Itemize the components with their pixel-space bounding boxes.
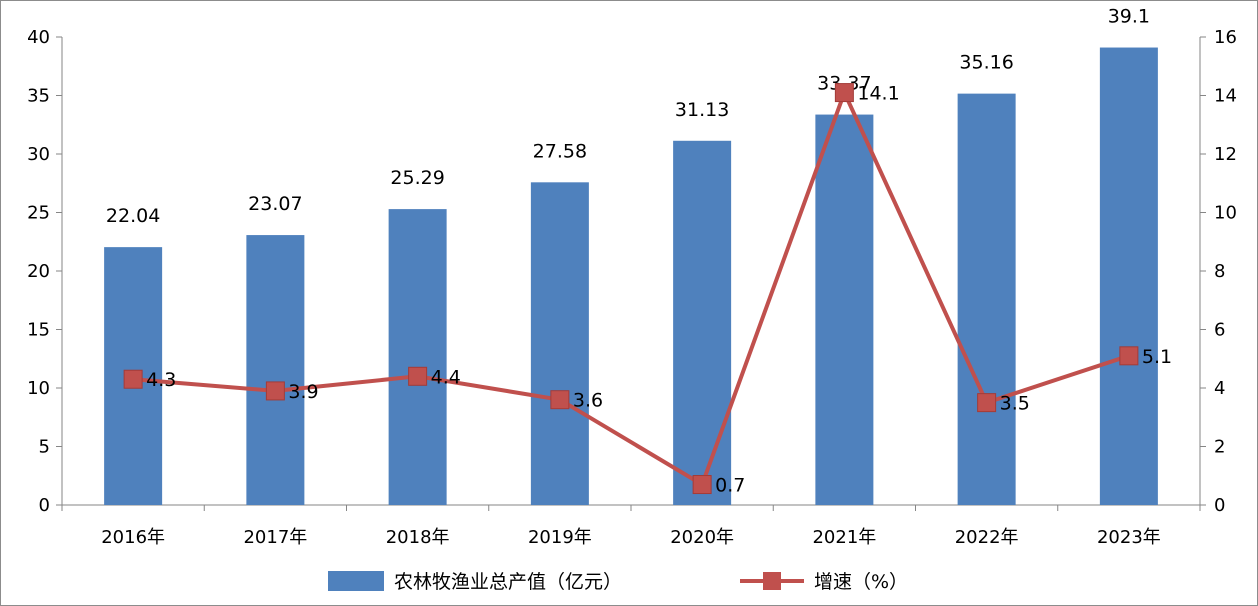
y-left-tick-label: 30 bbox=[27, 144, 50, 165]
y-right-tick-label: 16 bbox=[1214, 27, 1237, 48]
y-right-tick-label: 6 bbox=[1214, 320, 1225, 341]
line-point-marker bbox=[834, 83, 854, 103]
bar bbox=[246, 235, 305, 505]
legend-line-marker bbox=[763, 572, 781, 590]
y-left-tick-label: 0 bbox=[39, 495, 50, 516]
line-value-label: 3.5 bbox=[1000, 393, 1030, 415]
line-point-marker bbox=[408, 366, 428, 386]
y-right-tick-label: 8 bbox=[1214, 261, 1225, 282]
x-tick-label: 2022年 bbox=[955, 527, 1019, 548]
x-tick-label: 2020年 bbox=[670, 527, 734, 548]
bar-value-label: 25.29 bbox=[390, 167, 444, 189]
legend-bar-swatch bbox=[328, 571, 384, 591]
y-left-tick-label: 25 bbox=[27, 203, 50, 224]
legend-line-label: 增速（%） bbox=[814, 571, 908, 593]
line-point-marker bbox=[692, 475, 712, 495]
y-right-tick-label: 12 bbox=[1214, 144, 1237, 165]
y-left-tick-label: 20 bbox=[27, 261, 50, 282]
bar bbox=[815, 114, 874, 506]
y-right-tick-label: 14 bbox=[1214, 86, 1237, 107]
x-tick-label: 2021年 bbox=[812, 527, 876, 548]
bar-value-label: 39.1 bbox=[1108, 6, 1150, 28]
bar bbox=[1099, 47, 1158, 505]
line-point-marker bbox=[123, 369, 143, 389]
line-point-marker bbox=[550, 390, 570, 410]
y-right-tick-label: 0 bbox=[1214, 495, 1225, 516]
line-point-marker bbox=[1119, 346, 1139, 366]
legend-bar-label: 农林牧渔业总产值（亿元） bbox=[394, 571, 622, 593]
x-tick-label: 2023年 bbox=[1097, 527, 1161, 548]
y-right-tick-label: 2 bbox=[1214, 437, 1225, 458]
y-left-tick-label: 35 bbox=[27, 86, 50, 107]
bar bbox=[673, 140, 732, 506]
line-value-label: 4.4 bbox=[431, 366, 461, 388]
bar-value-label: 31.13 bbox=[675, 99, 729, 121]
bar-value-label: 22.04 bbox=[106, 205, 160, 227]
line-value-label: 4.3 bbox=[146, 369, 176, 391]
x-tick-label: 2018年 bbox=[386, 527, 450, 548]
y-left-tick-label: 10 bbox=[27, 378, 50, 399]
y-left-tick-label: 40 bbox=[27, 27, 50, 48]
x-tick-label: 2016年 bbox=[101, 527, 165, 548]
y-left-tick-label: 15 bbox=[27, 320, 50, 341]
line-value-label: 3.9 bbox=[288, 381, 318, 403]
y-left-tick-label: 5 bbox=[39, 437, 50, 458]
line-point-marker bbox=[265, 381, 285, 401]
line-value-label: 5.1 bbox=[1142, 346, 1172, 368]
line-value-label: 3.6 bbox=[573, 390, 603, 412]
y-right-tick-label: 4 bbox=[1214, 378, 1225, 399]
bar bbox=[957, 93, 1016, 506]
line-value-label: 0.7 bbox=[715, 475, 745, 497]
bar bbox=[388, 209, 447, 505]
x-tick-label: 2017年 bbox=[243, 527, 307, 548]
x-tick-label: 2019年 bbox=[528, 527, 592, 548]
line-point-marker bbox=[977, 393, 997, 413]
line-value-label: 14.1 bbox=[857, 83, 899, 105]
bar-value-label: 23.07 bbox=[248, 193, 302, 215]
bar bbox=[530, 182, 589, 505]
bar-value-label: 27.58 bbox=[533, 140, 587, 162]
bar-value-label: 35.16 bbox=[959, 52, 1013, 74]
y-right-tick-label: 10 bbox=[1214, 203, 1237, 224]
growth-line bbox=[132, 90, 1130, 487]
